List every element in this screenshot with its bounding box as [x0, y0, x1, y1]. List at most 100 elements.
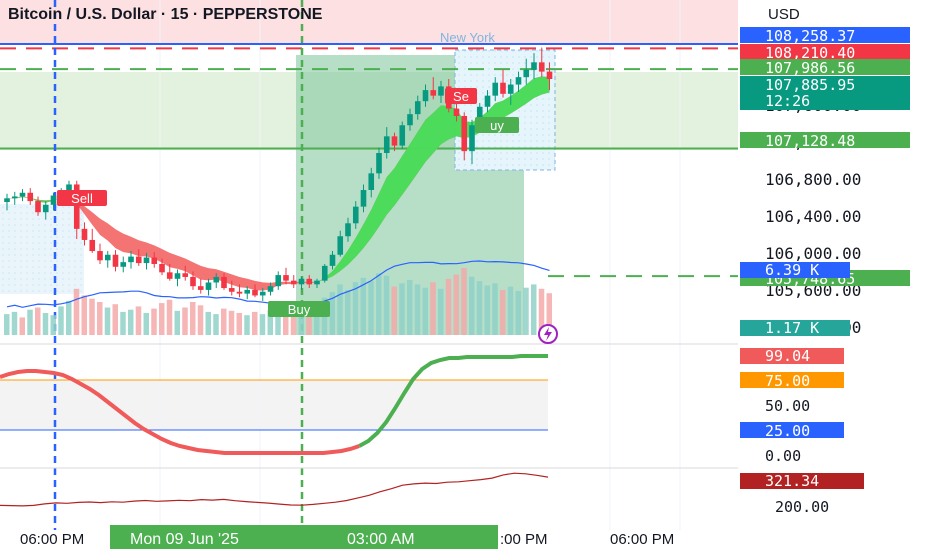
signal-labels: Sell Buy Se uy — [57, 88, 519, 317]
signal-text: Sell — [71, 191, 93, 206]
volume-bar — [492, 283, 498, 335]
candle-body — [27, 192, 34, 202]
volume-bar — [461, 267, 467, 335]
volume-bar — [345, 289, 351, 335]
volume-bar — [306, 315, 312, 335]
candle-body — [306, 278, 313, 285]
volume-bar — [368, 281, 374, 335]
osc-level-text: 50.00 — [765, 397, 810, 415]
candle-body — [275, 275, 282, 287]
volume-bar — [89, 298, 95, 335]
lower-value-box — [740, 473, 864, 489]
osc-value-box — [740, 348, 844, 364]
candle-body — [368, 173, 375, 190]
volume-bar — [360, 277, 366, 335]
volume-bar — [252, 311, 258, 335]
candle-body — [228, 288, 235, 292]
oscillator-pane: 99.04 75.00 50.00 25.00 0.00 — [0, 347, 844, 465]
signal-text: uy — [490, 118, 504, 133]
time-label-4: 06:00 PM — [610, 531, 674, 548]
volume-bar — [407, 280, 413, 335]
osc-level-box — [740, 422, 844, 438]
candle-body — [329, 254, 336, 266]
price-label-text: 107,986.56 — [765, 59, 855, 77]
lower-indicator-pane: 321.34 200.00 — [0, 472, 864, 516]
signal-badge-buy — [475, 117, 519, 133]
candle-body — [283, 275, 289, 281]
chart-title: Bitcoin / U.S. Dollar · 15 · PEPPERSTONE — [8, 6, 323, 23]
time-label-3: :00 PM — [500, 531, 548, 548]
candle-body — [430, 90, 437, 96]
candle-body — [174, 273, 181, 279]
volume-bar — [275, 304, 281, 335]
volume-bar — [120, 311, 126, 335]
volume-bar — [27, 309, 33, 335]
volume-bar — [42, 313, 49, 335]
signal-text: Buy — [288, 302, 311, 317]
candle-body — [546, 71, 553, 79]
candle-body — [407, 114, 413, 126]
price-label-box — [740, 59, 910, 75]
volume-bar — [515, 291, 521, 335]
price-tick: 106,400.00 — [765, 207, 861, 226]
volume-bar — [267, 309, 273, 335]
candle-body — [298, 278, 305, 285]
volume-bar — [422, 287, 428, 335]
candle-body — [197, 286, 204, 290]
candle-body — [35, 201, 41, 213]
volume-bar — [58, 306, 64, 335]
price-label-text: 108,258.37 — [765, 27, 855, 45]
candle-body — [182, 273, 189, 277]
candle-body — [290, 280, 297, 285]
volume-bar — [337, 284, 343, 335]
volume-bar — [205, 311, 211, 335]
volume-bar — [97, 302, 103, 335]
candle-body — [66, 184, 72, 191]
volume-bar — [73, 288, 80, 335]
candle-body — [500, 82, 506, 94]
volume-bar — [546, 293, 552, 335]
volume-bar — [50, 315, 56, 335]
time-axis: 06:00 PM Mon 09 Jun '25 03:00 AM :00 PM … — [20, 525, 674, 549]
volume-bar — [469, 276, 475, 335]
volume-bar — [159, 303, 165, 335]
candle-body — [244, 289, 251, 294]
volume-bar — [283, 307, 289, 335]
volume-bar — [244, 315, 250, 335]
price-label-text: 107,885.95 — [765, 76, 855, 94]
volume-bar — [4, 314, 10, 335]
volume-bar — [259, 314, 266, 335]
candle-body — [337, 236, 344, 255]
volume-bar — [151, 308, 157, 335]
candle-body — [205, 282, 212, 290]
volume-bar — [128, 309, 134, 335]
candle-body — [469, 125, 475, 152]
osc-line-bearish — [0, 369, 360, 455]
candle-body — [399, 125, 406, 146]
lower-line — [0, 472, 549, 507]
price-tick: 106,000.00 — [765, 244, 861, 263]
candle-body — [515, 77, 522, 85]
candle-body — [314, 280, 320, 285]
signal-badge-buy — [268, 301, 330, 317]
volume-bar — [35, 307, 41, 335]
volume-bar — [476, 281, 483, 335]
countdown-text: 12:26 — [765, 92, 810, 110]
candle-body — [104, 254, 111, 261]
volume-bar — [399, 283, 405, 335]
lightning-badge[interactable] — [538, 324, 558, 344]
candle-body — [143, 257, 150, 264]
grid-layer — [159, 0, 681, 530]
candle-body — [391, 136, 398, 146]
red-resistance-zone — [0, 0, 738, 44]
price-tick: 106,800.00 — [765, 170, 861, 189]
price-label-box — [740, 27, 910, 43]
candle-body — [252, 289, 258, 296]
volume-bar — [81, 295, 87, 335]
osc-level-box — [740, 372, 844, 388]
candle-body — [112, 254, 119, 267]
candle-body — [259, 291, 266, 296]
candle-body — [523, 69, 530, 78]
session-label: New York — [440, 30, 495, 45]
